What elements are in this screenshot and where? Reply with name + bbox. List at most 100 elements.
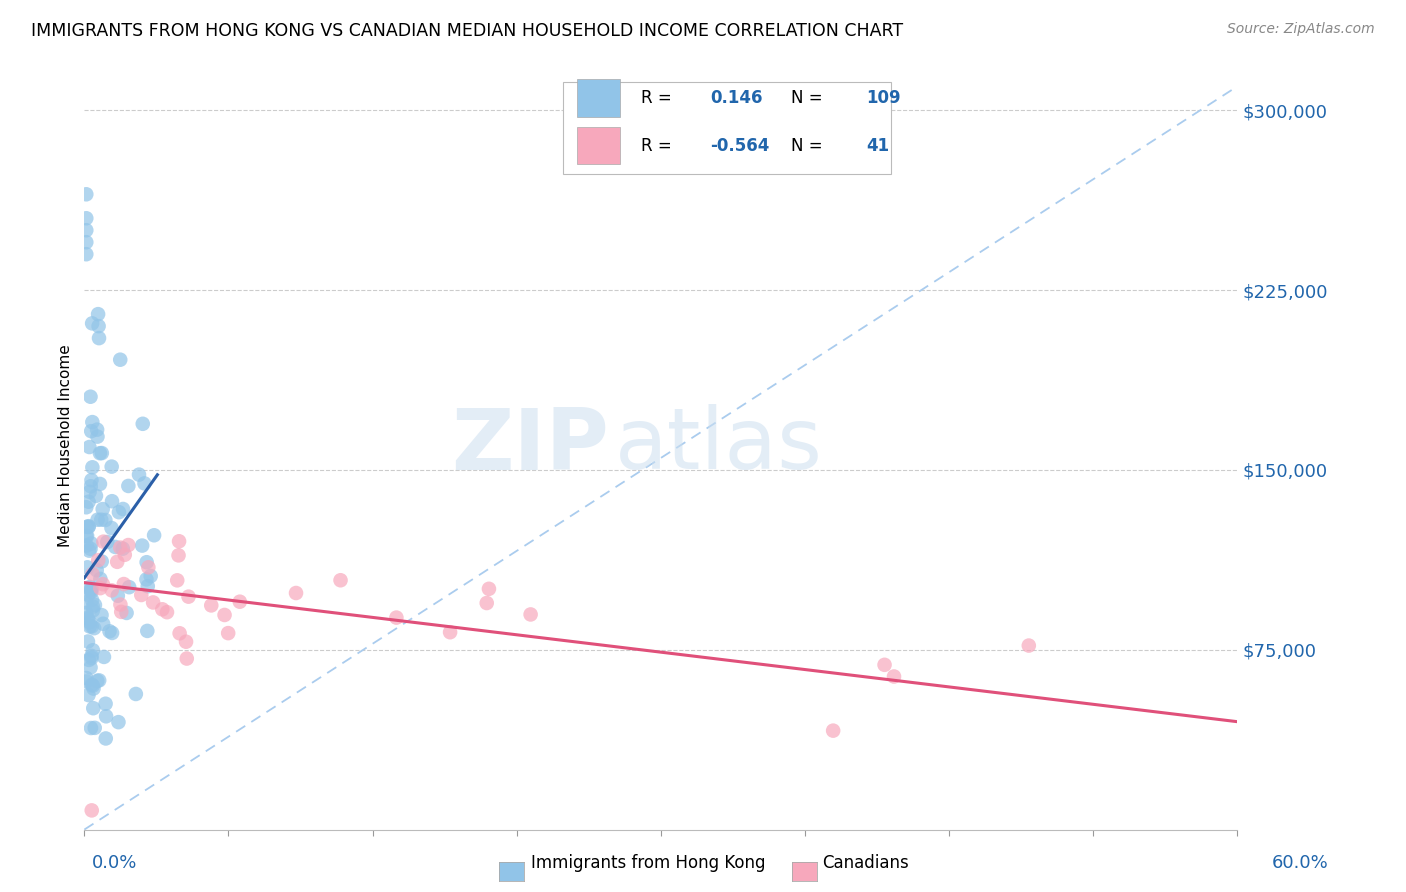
Point	[82, 415, 104, 429]
Point	[87, 331, 110, 345]
Point	[439, 625, 461, 640]
Point	[80, 678, 103, 692]
Point	[166, 574, 188, 588]
Point	[80, 424, 103, 438]
Point	[107, 715, 129, 730]
Point	[80, 582, 103, 596]
Point	[82, 599, 104, 614]
Point	[76, 560, 98, 574]
Point	[100, 459, 122, 474]
Point	[86, 673, 108, 688]
Point	[100, 583, 122, 598]
Point	[111, 502, 134, 516]
Point	[76, 611, 98, 625]
Point	[76, 539, 98, 553]
Point	[82, 603, 104, 617]
Point	[385, 610, 408, 624]
Point	[79, 484, 101, 499]
Point	[329, 574, 352, 588]
Point	[91, 502, 114, 516]
FancyBboxPatch shape	[562, 81, 891, 174]
Point	[101, 494, 124, 508]
Y-axis label: Median Household Income: Median Household Income	[58, 344, 73, 548]
Point	[96, 535, 118, 549]
Point	[114, 548, 136, 562]
Point	[80, 804, 103, 818]
Point	[75, 606, 97, 620]
Point	[75, 500, 97, 515]
Point	[75, 211, 97, 226]
Text: Canadians: Canadians	[823, 855, 910, 872]
Text: IMMIGRANTS FROM HONG KONG VS CANADIAN MEDIAN HOUSEHOLD INCOME CORRELATION CHART: IMMIGRANTS FROM HONG KONG VS CANADIAN ME…	[31, 22, 903, 40]
Point	[823, 723, 845, 738]
Point	[76, 520, 98, 534]
Point	[143, 528, 166, 542]
Point	[217, 626, 239, 640]
Text: ZIP: ZIP	[451, 404, 609, 488]
Point	[75, 187, 97, 202]
Point	[80, 593, 103, 607]
Point	[77, 519, 100, 533]
Point	[93, 649, 115, 664]
Text: R =: R =	[641, 88, 672, 107]
Point	[75, 235, 97, 250]
Point	[110, 541, 132, 555]
Point	[82, 643, 104, 657]
Point	[156, 605, 179, 619]
Point	[86, 423, 108, 437]
Point	[167, 534, 190, 549]
Point	[100, 521, 122, 535]
Point	[117, 538, 139, 552]
Point	[86, 563, 108, 577]
Point	[101, 626, 124, 640]
Point	[83, 681, 105, 696]
Point	[80, 721, 103, 735]
Point	[79, 615, 101, 630]
Point	[98, 624, 121, 639]
Point	[128, 467, 150, 482]
Point	[87, 307, 110, 321]
Point	[86, 513, 108, 527]
Point	[94, 513, 117, 527]
Point	[82, 460, 104, 475]
Point	[229, 595, 252, 609]
FancyBboxPatch shape	[576, 127, 620, 164]
Point	[135, 573, 157, 587]
Point	[87, 553, 110, 567]
Point	[89, 581, 111, 595]
Point	[112, 577, 135, 591]
Point	[83, 721, 105, 735]
Point	[107, 589, 129, 603]
Point	[142, 595, 165, 609]
Point	[87, 319, 110, 334]
Point	[77, 612, 100, 626]
Point	[89, 673, 111, 688]
Point	[79, 660, 101, 674]
Point	[117, 479, 139, 493]
FancyBboxPatch shape	[576, 78, 620, 117]
Point	[91, 577, 114, 591]
Point	[110, 605, 132, 619]
Point	[94, 731, 117, 746]
Point	[132, 417, 155, 431]
Point	[82, 317, 104, 331]
Point	[214, 607, 236, 622]
Point	[84, 598, 107, 612]
Point	[200, 599, 222, 613]
Point	[76, 529, 98, 543]
Point	[77, 543, 100, 558]
Point	[90, 513, 112, 527]
Point	[80, 651, 103, 665]
Point	[89, 477, 111, 491]
Point	[135, 555, 157, 569]
Text: N =: N =	[792, 88, 823, 107]
Point	[91, 616, 114, 631]
Point	[75, 674, 97, 689]
Point	[125, 687, 148, 701]
Text: 0.0%: 0.0%	[91, 855, 136, 872]
Point	[478, 582, 501, 596]
Point	[79, 619, 101, 633]
Point	[75, 223, 97, 237]
Point	[75, 595, 97, 609]
Point	[138, 560, 160, 574]
